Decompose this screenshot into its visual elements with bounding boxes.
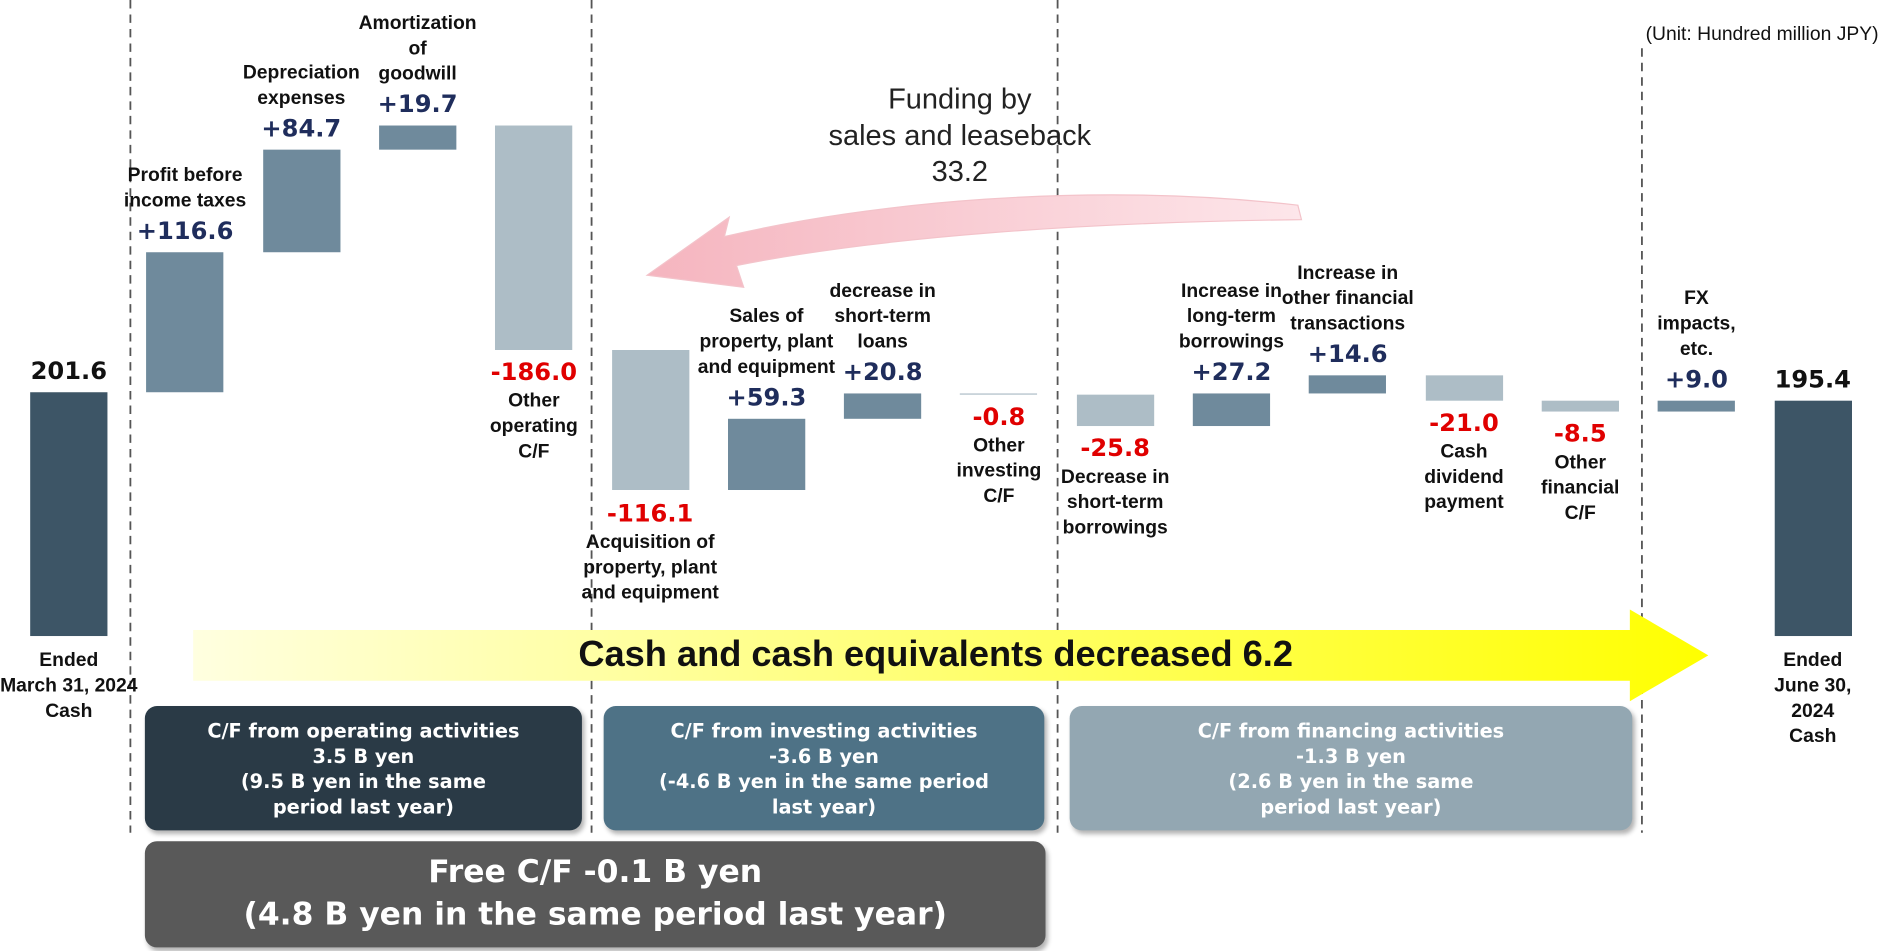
category-label: FX impacts, etc. [1657,288,1736,360]
cash-arrow [193,609,1709,702]
bar [844,393,922,420]
value-label: -0.8 [972,402,1026,432]
funding-arrow [645,194,1303,288]
bar [1657,400,1736,412]
summary: Cash and cash equivalents decreased 6.2 [578,634,1293,675]
category-label: Ended March 31, 2024 Cash [0,650,138,722]
value-label: -186.0 [490,357,578,387]
bar [727,419,806,491]
value-label: +19.7 [377,89,458,119]
bar [1309,375,1387,394]
bar [1425,375,1503,401]
category-label: Other investing C/F [956,435,1042,508]
bar [1541,400,1619,412]
category-label: decrease in short-term loans [829,281,936,353]
value-label: +116.6 [136,215,234,245]
bar [378,125,457,150]
category-label: Other financial C/F [1541,452,1620,524]
section-dividers [129,0,1643,833]
value-label: -8.5 [1553,418,1607,448]
bar [611,350,689,491]
value-label: -116.1 [606,497,694,527]
category-label: Increase in other financial transactions [1281,263,1414,335]
section-box: C/F from financing activities -1.3 B yen… [1069,706,1633,831]
bar [960,393,1038,396]
free-cf-box: Free C/F -0.1 B yen (4.8 B yen in the sa… [144,841,1046,948]
category-label: Depreciation expenses [242,62,360,109]
value-label: +84.7 [261,113,342,143]
value-label: 201.6 [30,356,108,386]
bar [30,392,108,637]
category-label: Profit before income taxes [123,165,247,211]
section-box: C/F from operating activities 3.5 B yen … [144,706,582,831]
funding-note: Funding by sales and leaseback 33.2 [828,83,1092,189]
value-label: -25.8 [1080,433,1150,463]
value-label: -21.0 [1429,408,1499,438]
bar [1076,394,1154,427]
bar [146,251,224,393]
unit-note: (Unit: Hundred million JPY) [1645,24,1879,45]
bar [262,149,340,252]
bar [1774,400,1852,637]
value-label: +20.8 [842,357,923,387]
category-label: Cash dividend payment [1424,441,1504,514]
value-label: +27.2 [1191,357,1272,386]
category-label: Acquisition of property, plant and equip… [581,531,719,603]
value-label: 195.4 [1774,364,1851,393]
section-box: C/F from investing activities -3.6 B yen… [603,706,1045,831]
bar [495,125,573,351]
category-label: Sales of property, plant and equipment [697,306,836,379]
bar [1192,393,1271,427]
value-label: +9.0 [1664,364,1728,394]
category-label: Ended June 30, 2024 Cash [1774,650,1852,748]
category-label: Other operating C/F [489,391,578,463]
value-label: +14.6 [1307,339,1388,369]
category-label: Decrease in short-term borrowings [1060,467,1170,539]
category-label: Amortization of goodwill [358,13,477,85]
category-label: Increase in long-term borrowings [1178,280,1285,353]
value-label: +59.3 [726,382,807,412]
